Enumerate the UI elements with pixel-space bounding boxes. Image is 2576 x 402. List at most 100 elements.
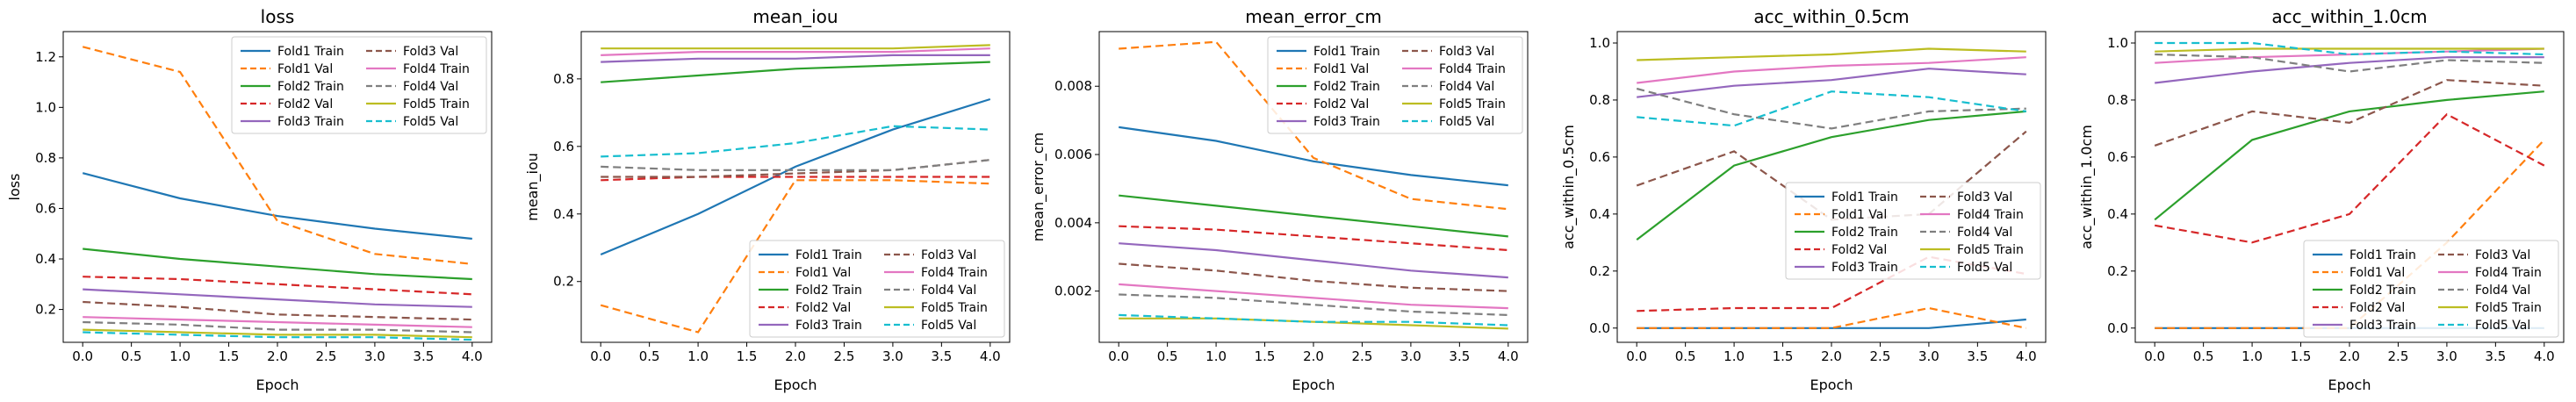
x-tick-label: 1.0	[1205, 348, 1227, 364]
legend-label: Fold2 Train	[795, 284, 862, 298]
series-line-fold2-val	[1119, 225, 1508, 252]
x-tick-label: 4.0	[980, 348, 1001, 364]
series-line-fold1-val	[1119, 40, 1508, 211]
series-line-fold2-val	[601, 176, 990, 182]
legend-label: Fold2 Val	[1831, 243, 1887, 257]
chart-title: mean_error_cm	[1245, 6, 1382, 27]
series-line-fold3-train	[2155, 56, 2544, 84]
x-tick-label: 2.0	[1303, 348, 1324, 364]
x-tick-label: 3.5	[413, 348, 434, 364]
y-tick-label: 0.8	[553, 71, 574, 87]
legend-label: Fold1 Train	[1831, 190, 1898, 205]
series-line-fold1-train	[1119, 126, 1508, 187]
series-line-fold4-train	[2155, 47, 2544, 64]
y-tick-label: 1.0	[1589, 35, 1610, 51]
x-axis-label: Epoch	[1292, 377, 1335, 393]
series-line-fold1-train	[1637, 318, 2026, 329]
legend-label: Fold5 Val	[2475, 319, 2530, 333]
series-line-fold1-val	[1637, 306, 2027, 329]
series-line-fold4-val	[1119, 293, 1508, 316]
series-line-fold1-val	[2155, 139, 2545, 329]
x-tick-label: 0.5	[1675, 348, 1696, 364]
x-tick-label: 0.0	[72, 348, 93, 364]
y-tick-label: 0.6	[2107, 149, 2128, 165]
legend-label: Fold2 Train	[1831, 226, 1898, 240]
series-line-fold5-val	[1637, 90, 2026, 127]
series-line-fold5-train	[1637, 47, 2026, 61]
y-tick-label: 0.2	[35, 302, 56, 318]
legend-label: Fold3 Val	[403, 45, 458, 59]
chart-title: loss	[261, 6, 295, 27]
series-line-fold4-val	[83, 320, 472, 334]
legend-label: Fold1 Val	[1313, 62, 1369, 76]
series-line-fold3-val	[2154, 79, 2544, 147]
y-axis-label: mean_iou	[524, 153, 542, 221]
legend-label: Fold1 Val	[2349, 266, 2405, 280]
y-tick-label: 0.0	[1589, 320, 1610, 336]
x-axis-label: Epoch	[2328, 377, 2371, 393]
x-tick-label: 1.0	[169, 348, 191, 364]
y-tick-label: 0.6	[1589, 149, 1610, 165]
y-tick-label: 0.006	[1054, 147, 1092, 162]
x-tick-label: 3.5	[1967, 348, 1988, 364]
legend-label: Fold5 Train	[403, 97, 470, 111]
legend: Fold1 Train Fold1 Val Fold2 Train Fold2 Val…	[231, 36, 487, 134]
y-tick-label: 0.008	[1054, 78, 1092, 94]
x-tick-label: 4.0	[462, 348, 483, 364]
series-line-fold4-train	[1119, 283, 1508, 310]
series-line-fold1-train	[82, 172, 472, 240]
x-tick-label: 0.0	[1626, 348, 1647, 364]
legend-box	[749, 240, 1005, 338]
series-line-fold3-train	[1637, 68, 2026, 98]
y-tick-label: 0.8	[1589, 92, 1610, 108]
x-tick-label: 0.0	[1108, 348, 1129, 364]
series-line-fold2-train	[601, 61, 990, 83]
legend-label: Fold5 Train	[2475, 301, 2542, 315]
legend-label: Fold4 Train	[1439, 62, 1506, 76]
legend-label: Fold3 Train	[277, 115, 344, 129]
y-tick-label: 0.4	[1589, 206, 1610, 222]
x-tick-label: 2.0	[785, 348, 806, 364]
x-tick-label: 3.0	[1918, 348, 1939, 364]
x-tick-label: 2.0	[1821, 348, 1842, 364]
x-tick-label: 3.0	[2436, 348, 2457, 364]
y-tick-label: 0.4	[553, 206, 574, 222]
x-tick-label: 3.0	[882, 348, 903, 364]
x-tick-label: 1.0	[1723, 348, 1745, 364]
x-tick-label: 0.5	[121, 348, 142, 364]
x-tick-label: 0.5	[1157, 348, 1178, 364]
x-tick-label: 3.0	[364, 348, 385, 364]
series-line-fold3-val	[601, 159, 990, 178]
legend-label: Fold3 Val	[1957, 190, 2012, 205]
series-line-fold5-train	[2155, 47, 2544, 53]
series-line-fold3-train	[1119, 242, 1508, 279]
legend-label: Fold5 Train	[1439, 97, 1506, 111]
chart-mean-iou: mean_iou 0.0 0.5 1.0 1.5 2.0 2.5 3.0 3.5 4.0 0.2 0.…	[524, 6, 1011, 393]
x-tick-label: 4.0	[1498, 348, 1519, 364]
y-tick-label: 0.002	[1054, 284, 1092, 299]
x-tick-label: 1.0	[2241, 348, 2263, 364]
series-line-fold1-val	[600, 179, 990, 334]
x-tick-label: 1.0	[687, 348, 709, 364]
series-line-fold2-val	[83, 276, 472, 296]
y-tick-label: 1.0	[35, 99, 56, 115]
legend-label: Fold5 Train	[1957, 243, 2024, 257]
legend-label: Fold5 Train	[921, 301, 988, 315]
chart-acc-within-0-5cm: acc_within_0.5cm 0.0 0.5 1.0 1.5 2.0 2.5 3.0 3.5…	[1560, 6, 2047, 393]
y-tick-label: 0.8	[2107, 92, 2128, 108]
legend-label: Fold4 Val	[921, 284, 976, 298]
chart-loss: loss 0.0 0.5 1.0 1.5 2.0 2.5 3.0 3.5 4.0 0.2 0.4 0.6…	[6, 6, 493, 393]
series-line-fold2-train	[83, 248, 472, 281]
legend-label: Fold3 Val	[2475, 248, 2530, 262]
x-tick-label: 4.0	[2534, 348, 2555, 364]
legend-label: Fold3 Train	[795, 319, 862, 333]
legend-label: Fold2 Val	[277, 97, 333, 111]
x-tick-label: 1.5	[1773, 348, 1794, 364]
x-axis-label: Epoch	[256, 377, 299, 393]
y-tick-label: 0.2	[2107, 263, 2128, 279]
x-tick-label: 1.5	[1255, 348, 1276, 364]
legend-label: Fold1 Train	[277, 45, 344, 59]
chart-title: mean_iou	[752, 6, 838, 27]
series-line-fold5-val	[1119, 313, 1508, 327]
